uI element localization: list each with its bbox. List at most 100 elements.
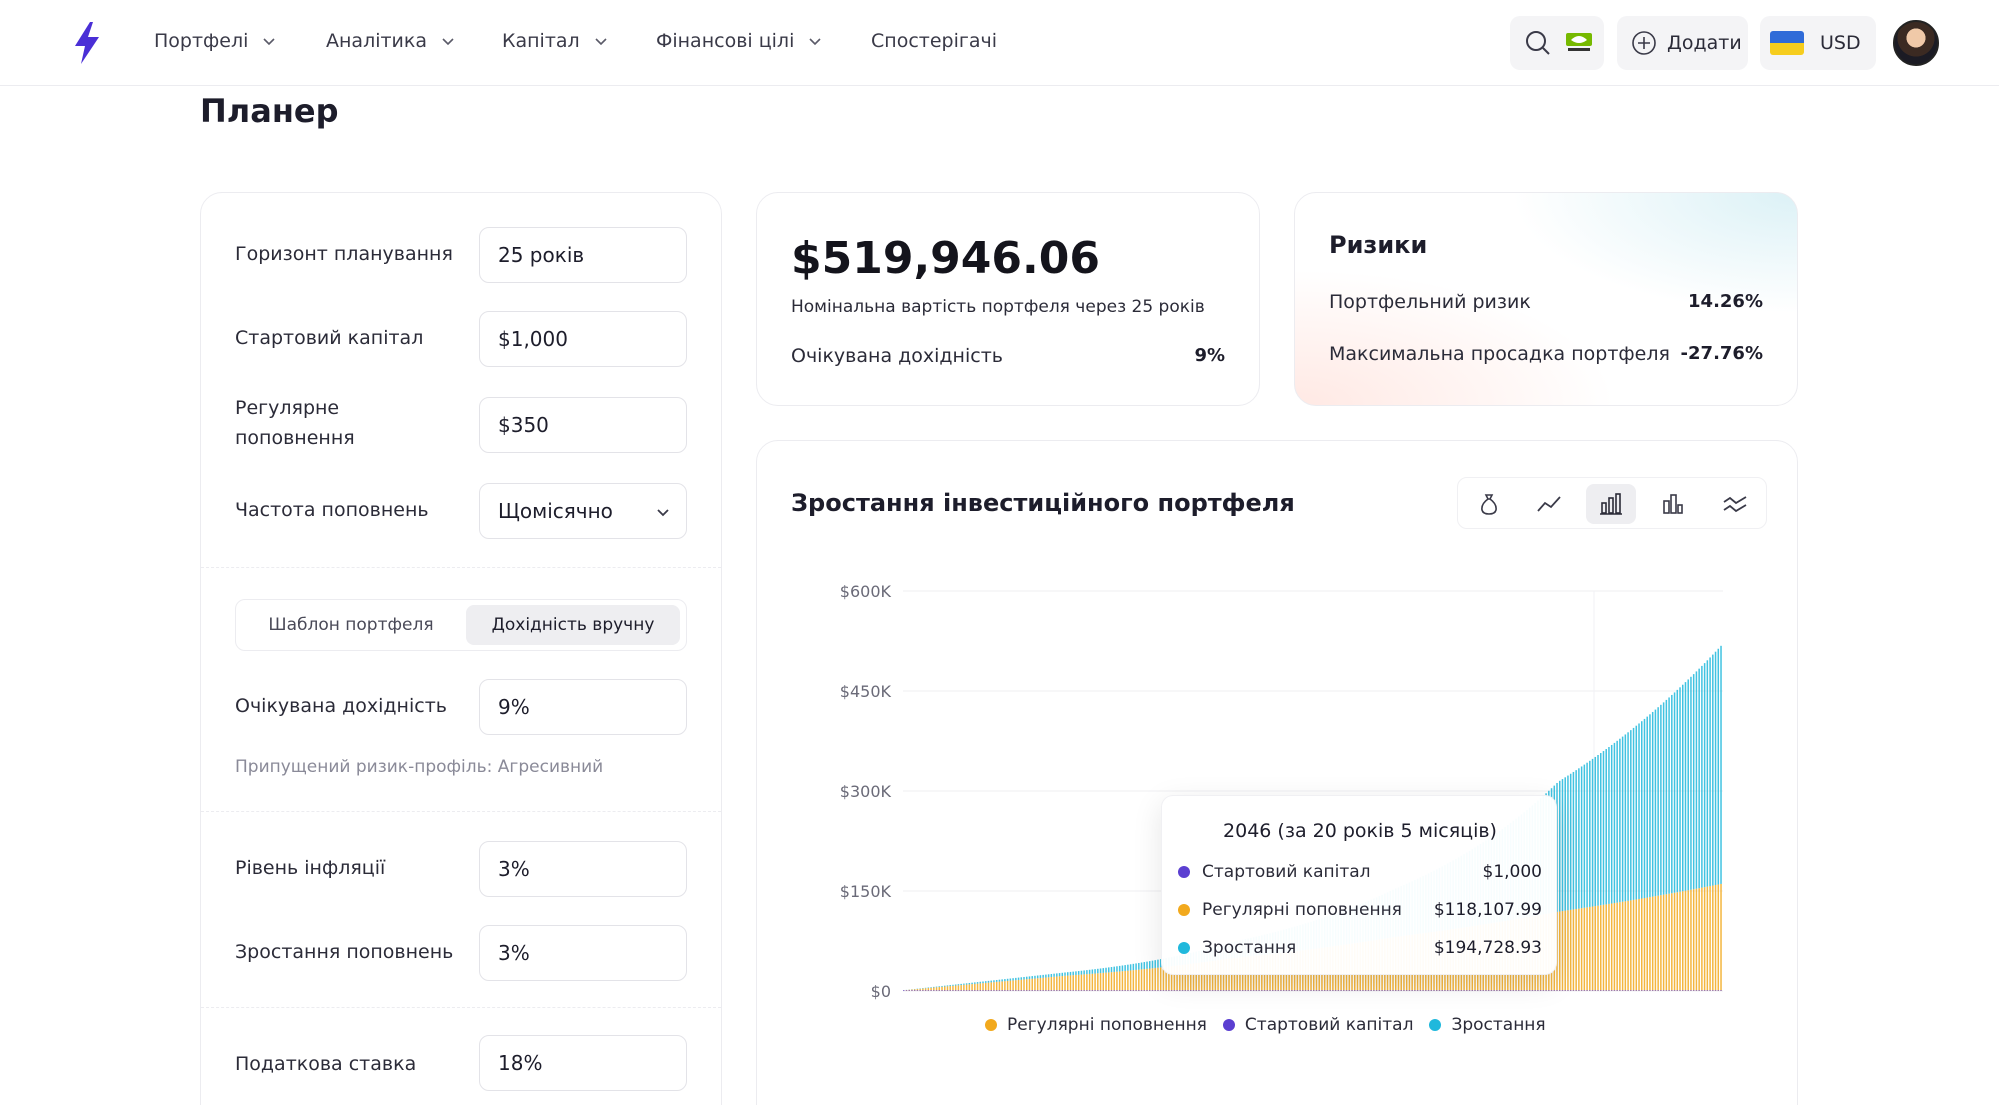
bar-start-capital	[1373, 990, 1375, 991]
chevron-down-icon	[595, 38, 607, 46]
bar-regular-contributions	[957, 985, 960, 991]
bar-start-capital	[935, 990, 938, 991]
bar-start-capital	[1714, 990, 1717, 991]
bar-start-capital	[1028, 990, 1031, 991]
chart-type-column[interactable]	[1648, 484, 1698, 524]
bar-growth	[1069, 971, 1072, 976]
bar-start-capital	[1515, 990, 1517, 991]
inflation-input[interactable]: 3%	[479, 841, 687, 897]
bar-start-capital	[1400, 990, 1402, 991]
currency-selector[interactable]: USD	[1760, 16, 1876, 70]
legend-item-start-capital[interactable]: Стартовий капітал	[1222, 1015, 1413, 1035]
nav-item-capital[interactable]: Капітал	[502, 30, 608, 52]
ukraine-flag-icon	[1770, 31, 1804, 55]
bar-regular-contributions	[1651, 896, 1654, 991]
regular-label-line-1: Регулярне	[235, 397, 340, 419]
bar-regular-contributions	[1047, 977, 1050, 991]
bar-regular-contributions	[960, 985, 962, 991]
bar-regular-contributions	[1138, 969, 1140, 991]
bar-growth	[1086, 970, 1088, 975]
chart-type-bar[interactable]	[1586, 484, 1636, 524]
legend-item-regular[interactable]: Регулярні поповнення	[985, 1015, 1207, 1035]
divider	[201, 567, 721, 568]
bar-start-capital	[1263, 990, 1266, 991]
bar-start-capital	[1031, 990, 1033, 991]
bar-start-capital	[1296, 990, 1299, 991]
bar-growth	[998, 979, 1001, 982]
inflation-label: Рівень інфляції	[235, 857, 386, 879]
search-button[interactable]	[1510, 16, 1604, 70]
bar-start-capital	[938, 990, 941, 991]
frequency-select[interactable]: Щомісячно	[479, 483, 687, 539]
plus-circle-icon	[1632, 31, 1656, 55]
bar-growth	[1662, 702, 1665, 895]
bar-growth	[1657, 707, 1659, 896]
legend-dot	[1178, 942, 1190, 954]
chart-type-line[interactable]	[1524, 484, 1574, 524]
bar-growth	[1110, 967, 1113, 973]
bar-regular-contributions	[924, 988, 927, 991]
expected-return-input[interactable]: 9%	[479, 679, 687, 735]
nav-item-watchlists[interactable]: Спостерігачі	[871, 30, 997, 52]
logo-icon[interactable]	[72, 22, 102, 64]
add-button[interactable]: Додати	[1617, 16, 1748, 70]
bar-start-capital	[1200, 990, 1203, 991]
expected-return-value: 9%	[1194, 345, 1225, 366]
bar-regular-contributions	[987, 982, 990, 991]
chart-type-moneybag[interactable]	[1464, 484, 1514, 524]
bar-regular-contributions	[1187, 964, 1189, 991]
horizon-input[interactable]: 25 років	[479, 227, 687, 283]
bar-regular-contributions	[1173, 965, 1176, 991]
bar-regular-contributions	[1118, 971, 1121, 991]
bar-start-capital	[1209, 990, 1211, 991]
bar-start-capital	[1359, 990, 1361, 991]
bar-chart-icon	[1600, 493, 1622, 515]
chart-type-wave[interactable]	[1710, 484, 1760, 524]
tab-portfolio-template[interactable]: Шаблон портфеля	[268, 615, 434, 635]
tax-rate-input[interactable]: 18%	[479, 1035, 687, 1091]
bar-growth	[976, 982, 979, 984]
bar-growth	[1129, 964, 1132, 971]
bar-growth	[1091, 969, 1094, 974]
legend-item-growth[interactable]: Зростання	[1429, 1015, 1546, 1035]
bar-growth	[1619, 738, 1621, 903]
regular-contribution-input[interactable]: $350	[479, 397, 687, 453]
bar-regular-contributions	[968, 984, 971, 991]
bar-growth	[1660, 704, 1662, 896]
bar-start-capital	[1534, 990, 1536, 991]
bar-start-capital	[1261, 990, 1263, 991]
nav-item-financial-goals[interactable]: Фінансові цілі	[656, 30, 822, 52]
nav-item-analytics[interactable]: Аналітика	[326, 30, 455, 52]
bar-start-capital	[1146, 990, 1148, 991]
bar-growth	[1651, 711, 1654, 897]
bar-regular-contributions	[1712, 885, 1714, 991]
bar-start-capital	[1701, 990, 1703, 991]
bar-growth	[1695, 671, 1698, 889]
bar-growth	[1676, 689, 1679, 893]
avatar[interactable]	[1893, 20, 1939, 66]
bar-regular-contributions	[1630, 900, 1632, 991]
bar-start-capital	[1405, 990, 1408, 991]
bar-growth	[1118, 965, 1121, 972]
bar-start-capital	[987, 990, 990, 991]
bar-start-capital	[1641, 990, 1643, 991]
bar-growth	[1690, 676, 1692, 890]
divider	[201, 1007, 721, 1008]
bar-regular-contributions	[1610, 903, 1613, 991]
bar-growth	[1045, 974, 1047, 978]
bar-growth	[1668, 697, 1670, 894]
bar-start-capital	[1105, 990, 1107, 991]
bar-regular-contributions	[1004, 981, 1006, 991]
max-drawdown-label: Максимальна просадка портфеля	[1329, 343, 1670, 365]
bar-growth	[1673, 692, 1676, 893]
bar-start-capital	[941, 990, 943, 991]
bar-regular-contributions	[1023, 979, 1025, 991]
bar-regular-contributions	[1613, 903, 1616, 991]
bar-start-capital	[1097, 990, 1099, 991]
contribution-growth-input[interactable]: 3%	[479, 925, 687, 981]
start-capital-input[interactable]: $1,000	[479, 311, 687, 367]
tab-manual-return[interactable]: Дохідність вручну	[466, 605, 680, 645]
bar-start-capital	[1720, 990, 1722, 991]
bar-growth	[1712, 654, 1714, 886]
nav-item-portfolios[interactable]: Портфелі	[154, 30, 276, 52]
